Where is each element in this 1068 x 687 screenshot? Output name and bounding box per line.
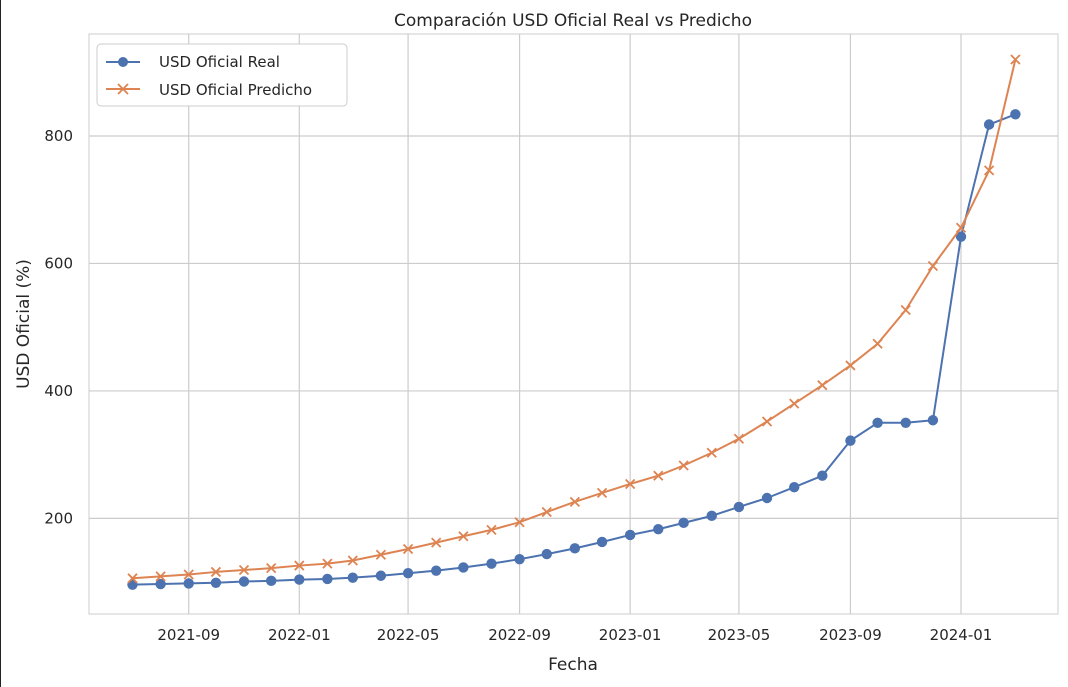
y-tick-label: 800 (44, 127, 73, 145)
data-point (210, 577, 222, 588)
data-point (347, 555, 358, 566)
data-point (596, 536, 608, 548)
data-point (294, 574, 305, 585)
plot-area (88, 33, 1059, 615)
data-point (486, 558, 497, 569)
data-point (183, 578, 194, 589)
data-point (817, 470, 828, 481)
data-point (927, 260, 939, 272)
data-point (1010, 54, 1021, 65)
data-point (569, 496, 580, 507)
data-point (155, 571, 166, 582)
data-point (761, 416, 773, 427)
data-point (1010, 109, 1021, 120)
data-point (541, 506, 552, 518)
data-point (402, 543, 414, 555)
data-point (514, 553, 525, 565)
data-point (900, 304, 911, 316)
data-point (183, 569, 194, 580)
data-point (458, 562, 469, 573)
data-point (238, 576, 250, 587)
data-point (625, 478, 636, 490)
data-point (514, 517, 525, 528)
data-point (678, 460, 689, 471)
x-tick-label: 2023-05 (708, 626, 771, 644)
legend-label-predicho: USD Oficial Predicho (159, 81, 312, 99)
data-point (983, 119, 995, 130)
legend-box (96, 43, 348, 107)
data-point (569, 543, 581, 554)
data-point (845, 435, 856, 446)
data-point (430, 565, 442, 576)
data-point (155, 578, 166, 590)
data-point (322, 558, 333, 569)
tick-labels: 2021-09 2022-01 2022-05 2022-09 2023-01 2023-… (44, 127, 992, 644)
data-point (375, 570, 387, 581)
data-point (347, 572, 358, 583)
data-point (761, 492, 773, 504)
data-point (653, 524, 664, 535)
data-point (294, 560, 305, 571)
data-point (678, 517, 689, 529)
x-tick-label: 2022-05 (377, 626, 440, 644)
data-point (265, 575, 277, 587)
chart-title: Comparación USD Oficial Real vs Predicho (394, 11, 752, 31)
legend: USD Oficial Real USD Oficial Predicho (96, 43, 348, 107)
data-point (596, 487, 608, 499)
data-point (955, 231, 967, 242)
series-layer (127, 54, 1021, 590)
data-point (624, 529, 636, 541)
data-point (402, 568, 414, 579)
data-point (983, 165, 995, 176)
data-point (266, 562, 277, 574)
data-point (706, 510, 717, 522)
x-tick-label: 2022-09 (488, 626, 551, 644)
data-point (127, 573, 138, 584)
data-point (733, 501, 745, 513)
y-tick-label: 200 (44, 509, 73, 527)
data-point (789, 481, 800, 493)
data-point (486, 524, 497, 536)
y-tick-label: 600 (44, 254, 73, 272)
legend-marker-real (118, 57, 128, 67)
data-point (706, 447, 717, 458)
x-axis-label: Fecha (548, 655, 598, 675)
data-point (238, 564, 250, 576)
x-tick-label: 2023-09 (819, 626, 882, 644)
x-tick-label: 2021-09 (157, 626, 220, 644)
legend-marker-predicho (117, 83, 129, 95)
y-tick-label: 400 (44, 382, 73, 400)
data-point (322, 573, 333, 585)
data-point (955, 222, 967, 233)
data-point (653, 470, 664, 481)
data-point (431, 537, 442, 548)
data-point (210, 566, 222, 578)
x-tick-label: 2023-01 (599, 626, 662, 644)
x-tick-label: 2024-01 (930, 626, 993, 644)
data-point (872, 417, 883, 428)
data-point (845, 360, 856, 371)
data-point (872, 338, 883, 349)
legend-label-real: USD Oficial Real (159, 53, 280, 71)
data-point (900, 417, 911, 428)
data-point (789, 398, 800, 409)
data-point (458, 531, 469, 542)
data-point (817, 380, 828, 391)
data-point (541, 548, 552, 560)
data-point (375, 549, 387, 560)
data-point (733, 433, 745, 444)
series-predicho (127, 54, 1021, 584)
data-point (927, 415, 939, 426)
x-tick-label: 2022-01 (268, 626, 331, 644)
grid (89, 34, 1058, 614)
y-axis-label: USD Oficial (%) (14, 259, 34, 389)
